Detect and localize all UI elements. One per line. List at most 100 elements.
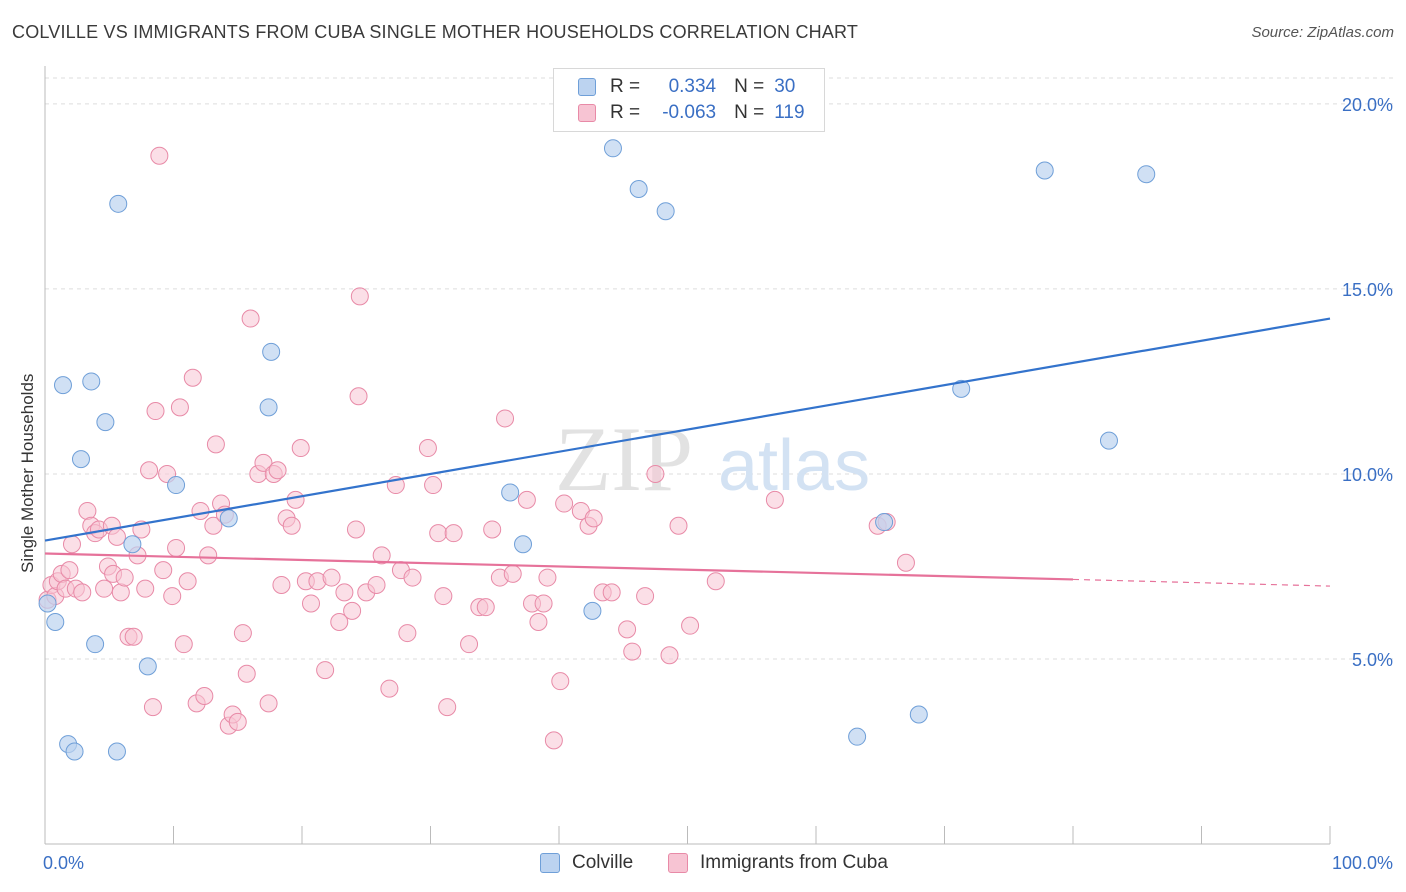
cuba-point[interactable] [233,624,252,643]
colville-point[interactable] [1137,165,1156,184]
cuba-point[interactable] [343,601,362,620]
cuba-point[interactable] [195,686,214,705]
colville-point[interactable] [1035,161,1054,180]
cuba-point[interactable] [706,572,725,591]
colville-point[interactable] [875,513,894,532]
colville-point[interactable] [629,180,648,199]
colville-point[interactable] [848,727,867,746]
cuba-point[interactable] [618,620,637,639]
cuba-point[interactable] [174,635,193,654]
cuba-point[interactable] [429,524,448,543]
cuba-point[interactable] [555,494,574,513]
cuba-point[interactable] [896,553,915,572]
legend-item-colville[interactable]: Colville [540,852,633,874]
cuba-point[interactable] [424,476,443,495]
colville-point[interactable] [514,535,533,554]
cuba-point[interactable] [496,409,515,428]
colville-point[interactable] [71,450,90,469]
cuba-point[interactable] [111,583,130,602]
cuba-point[interactable] [140,461,159,480]
cuba-point[interactable] [228,712,247,731]
cuba-point[interactable] [534,594,553,613]
colville-point[interactable] [583,601,602,620]
cuba-point[interactable] [335,583,354,602]
cuba-point[interactable] [136,579,155,598]
colville-point[interactable] [501,483,520,502]
cuba-point[interactable] [646,464,665,483]
cuba-point[interactable] [350,287,369,306]
cuba-point[interactable] [444,524,463,543]
colville-point[interactable] [1099,431,1118,450]
cuba-point[interactable] [204,516,223,535]
cuba-point[interactable] [681,616,700,635]
colville-point[interactable] [109,194,128,213]
cuba-point[interactable] [380,679,399,698]
cuba-point[interactable] [191,501,210,520]
colville-point[interactable] [46,612,65,631]
colville-point[interactable] [219,509,238,528]
cuba-point[interactable] [476,598,495,617]
cuba-point[interactable] [73,583,92,602]
cuba-point[interactable] [398,624,417,643]
colville-point[interactable] [909,705,928,724]
cuba-point[interactable] [170,398,189,417]
cuba-point[interactable] [372,546,391,565]
cuba-point[interactable] [765,490,784,509]
cuba-point[interactable] [178,572,197,591]
colville-point[interactable] [86,635,105,654]
cuba-point[interactable] [115,568,134,587]
cuba-point[interactable] [551,672,570,691]
colville-point[interactable] [53,376,72,395]
cuba-point[interactable] [183,368,202,387]
cuba-point[interactable] [150,146,169,165]
colville-point[interactable] [603,139,622,158]
colville-point[interactable] [262,342,281,361]
cuba-point[interactable] [503,564,522,583]
cuba-point[interactable] [584,509,603,528]
colville-point[interactable] [138,657,157,676]
cuba-point[interactable] [291,439,310,458]
cuba-point[interactable] [660,646,679,665]
cuba-point[interactable] [62,535,81,554]
colville-point[interactable] [259,398,278,417]
cuba-point[interactable] [167,538,186,557]
cuba-point[interactable] [301,594,320,613]
cuba-point[interactable] [602,583,621,602]
legend-item-cuba[interactable]: Immigrants from Cuba [668,852,888,874]
cuba-point[interactable] [143,698,162,717]
cuba-point[interactable] [403,568,422,587]
colville-point[interactable] [167,476,186,495]
cuba-point[interactable] [124,627,143,646]
cuba-point[interactable] [367,575,386,594]
colville-point[interactable] [38,594,57,613]
cuba-point[interactable] [95,579,114,598]
colville-point[interactable] [656,202,675,221]
cuba-point[interactable] [268,461,287,480]
cuba-point[interactable] [199,546,218,565]
cuba-point[interactable] [237,664,256,683]
cuba-point[interactable] [346,520,365,539]
cuba-point[interactable] [163,587,182,606]
cuba-point[interactable] [544,731,563,750]
colville-point[interactable] [123,535,142,554]
colville-point[interactable] [952,379,971,398]
cuba-point[interactable] [316,661,335,680]
cuba-point[interactable] [623,642,642,661]
cuba-point[interactable] [529,612,548,631]
cuba-point[interactable] [154,561,173,580]
cuba-point[interactable] [146,402,165,421]
colville-point[interactable] [107,742,126,761]
cuba-point[interactable] [60,561,79,580]
cuba-point[interactable] [538,568,557,587]
cuba-point[interactable] [636,587,655,606]
cuba-point[interactable] [286,490,305,509]
cuba-point[interactable] [349,387,368,406]
cuba-point[interactable] [322,568,341,587]
cuba-point[interactable] [254,453,273,472]
colville-point[interactable] [82,372,101,391]
cuba-point[interactable] [460,635,479,654]
colville-point[interactable] [65,742,84,761]
cuba-point[interactable] [434,587,453,606]
cuba-point[interactable] [418,439,437,458]
cuba-point[interactable] [517,490,536,509]
